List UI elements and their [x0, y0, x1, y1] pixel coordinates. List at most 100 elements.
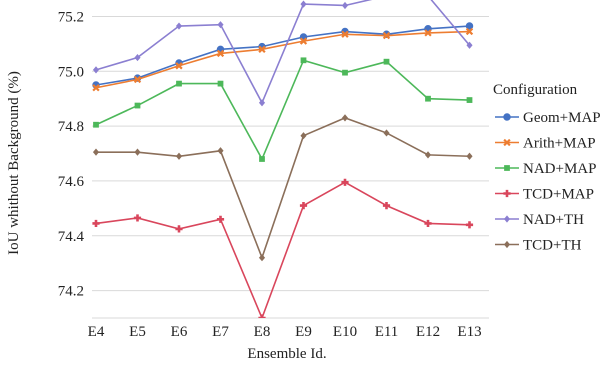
grid-lines — [92, 15, 489, 319]
data-point — [217, 80, 224, 87]
legend-item: NAD+MAP — [495, 161, 596, 177]
data-point — [175, 152, 183, 160]
data-point — [300, 0, 307, 8]
data-point — [465, 27, 474, 36]
data-point — [299, 202, 308, 210]
data-point — [92, 84, 100, 92]
legend-item: TCD+TH — [495, 238, 582, 254]
x-tick-label: E11 — [375, 324, 399, 340]
data-point — [465, 221, 474, 229]
legend-marker — [504, 165, 510, 171]
data-point — [424, 151, 432, 159]
data-point — [134, 102, 141, 109]
data-point — [341, 114, 349, 122]
legend-item: NAD+TH — [495, 212, 584, 228]
series-line — [95, 30, 470, 89]
data-point — [216, 215, 225, 223]
data-point — [133, 75, 142, 84]
data-point — [466, 41, 473, 49]
data-point — [382, 202, 391, 210]
data-point — [424, 29, 432, 37]
legend-label: TCD+TH — [523, 238, 582, 254]
data-point — [176, 80, 182, 87]
data-point — [258, 45, 266, 54]
y-tick-label: 74.8 — [58, 119, 84, 135]
series-line — [95, 25, 470, 86]
data-point — [342, 69, 348, 76]
data-point — [425, 95, 431, 102]
data-point — [465, 22, 474, 30]
legend-marker — [503, 113, 511, 121]
data-point — [175, 62, 183, 70]
legend-item: Geom+MAP — [495, 110, 601, 126]
data-point — [259, 156, 265, 162]
legend-label: Geom+MAP — [523, 110, 601, 126]
y-tick-labels: 74.2 74.4 74.6 74.8 75.0 75.2 — [58, 9, 85, 299]
data-point — [134, 148, 141, 156]
data-point — [258, 254, 266, 262]
x-tick-label: E9 — [295, 324, 312, 340]
series-tcd-map — [92, 178, 474, 318]
series-lines — [92, 0, 474, 318]
series-arith-map — [92, 27, 474, 92]
legend-title: Configuration — [493, 82, 578, 98]
data-point — [341, 1, 349, 10]
x-tick-labels: E4 E5 E6 E7 E8 E9 E10 E11 E12 E13 — [88, 324, 482, 340]
legend-item: Arith+MAP — [495, 136, 596, 152]
data-point — [383, 129, 390, 137]
y-tick-label: 74.6 — [58, 174, 85, 190]
data-point — [133, 214, 142, 222]
x-tick-label: E4 — [88, 324, 105, 340]
legend-marker — [503, 240, 511, 249]
data-point — [300, 57, 307, 64]
series-tcd-th — [92, 114, 473, 262]
data-point — [217, 147, 224, 155]
data-point — [300, 132, 307, 140]
data-point — [134, 53, 141, 62]
series-nad-th — [92, 0, 473, 107]
series-nad-map — [93, 57, 473, 162]
series-line — [95, 181, 470, 318]
x-tick-label: E12 — [416, 324, 440, 340]
data-point — [217, 21, 224, 29]
data-point — [92, 66, 100, 74]
legend-label: TCD+MAP — [523, 187, 594, 203]
x-tick-label: E13 — [457, 324, 481, 340]
legend-marker — [503, 215, 511, 223]
y-axis-title: IoU whithout Background (%) — [6, 71, 22, 255]
x-tick-label: E5 — [129, 324, 146, 340]
legend-marker — [503, 189, 511, 198]
y-tick-label: 75.2 — [58, 9, 84, 25]
y-tick-label: 75.0 — [58, 64, 84, 80]
series-line — [95, 0, 471, 105]
data-point — [383, 58, 390, 65]
legend-label: Arith+MAP — [523, 136, 596, 152]
y-tick-label: 74.2 — [58, 284, 84, 300]
data-point — [466, 97, 473, 103]
y-tick-label: 74.4 — [58, 229, 85, 245]
data-point — [258, 99, 266, 107]
legend: Configuration Geom+MAP Arith+MAP NAD+MAP TC… — [493, 82, 601, 254]
x-tick-label: E6 — [171, 324, 188, 340]
series-line — [95, 59, 470, 161]
data-point — [92, 148, 100, 156]
data-point — [258, 314, 266, 318]
data-point — [92, 219, 100, 228]
data-point — [382, 31, 391, 40]
data-point — [216, 49, 225, 58]
data-point — [175, 225, 183, 233]
x-axis-title: Ensemble Id. — [247, 346, 326, 362]
data-point — [299, 37, 308, 45]
data-point — [466, 152, 473, 160]
legend-item: TCD+MAP — [495, 187, 594, 203]
data-point — [93, 121, 99, 128]
series-line — [96, 117, 470, 261]
data-point — [424, 219, 432, 228]
x-tick-label: E8 — [254, 324, 271, 340]
data-point — [175, 22, 183, 30]
legend-marker — [503, 138, 511, 147]
x-tick-label: E10 — [333, 324, 357, 340]
legend-label: NAD+MAP — [523, 161, 596, 177]
data-point — [341, 178, 349, 186]
